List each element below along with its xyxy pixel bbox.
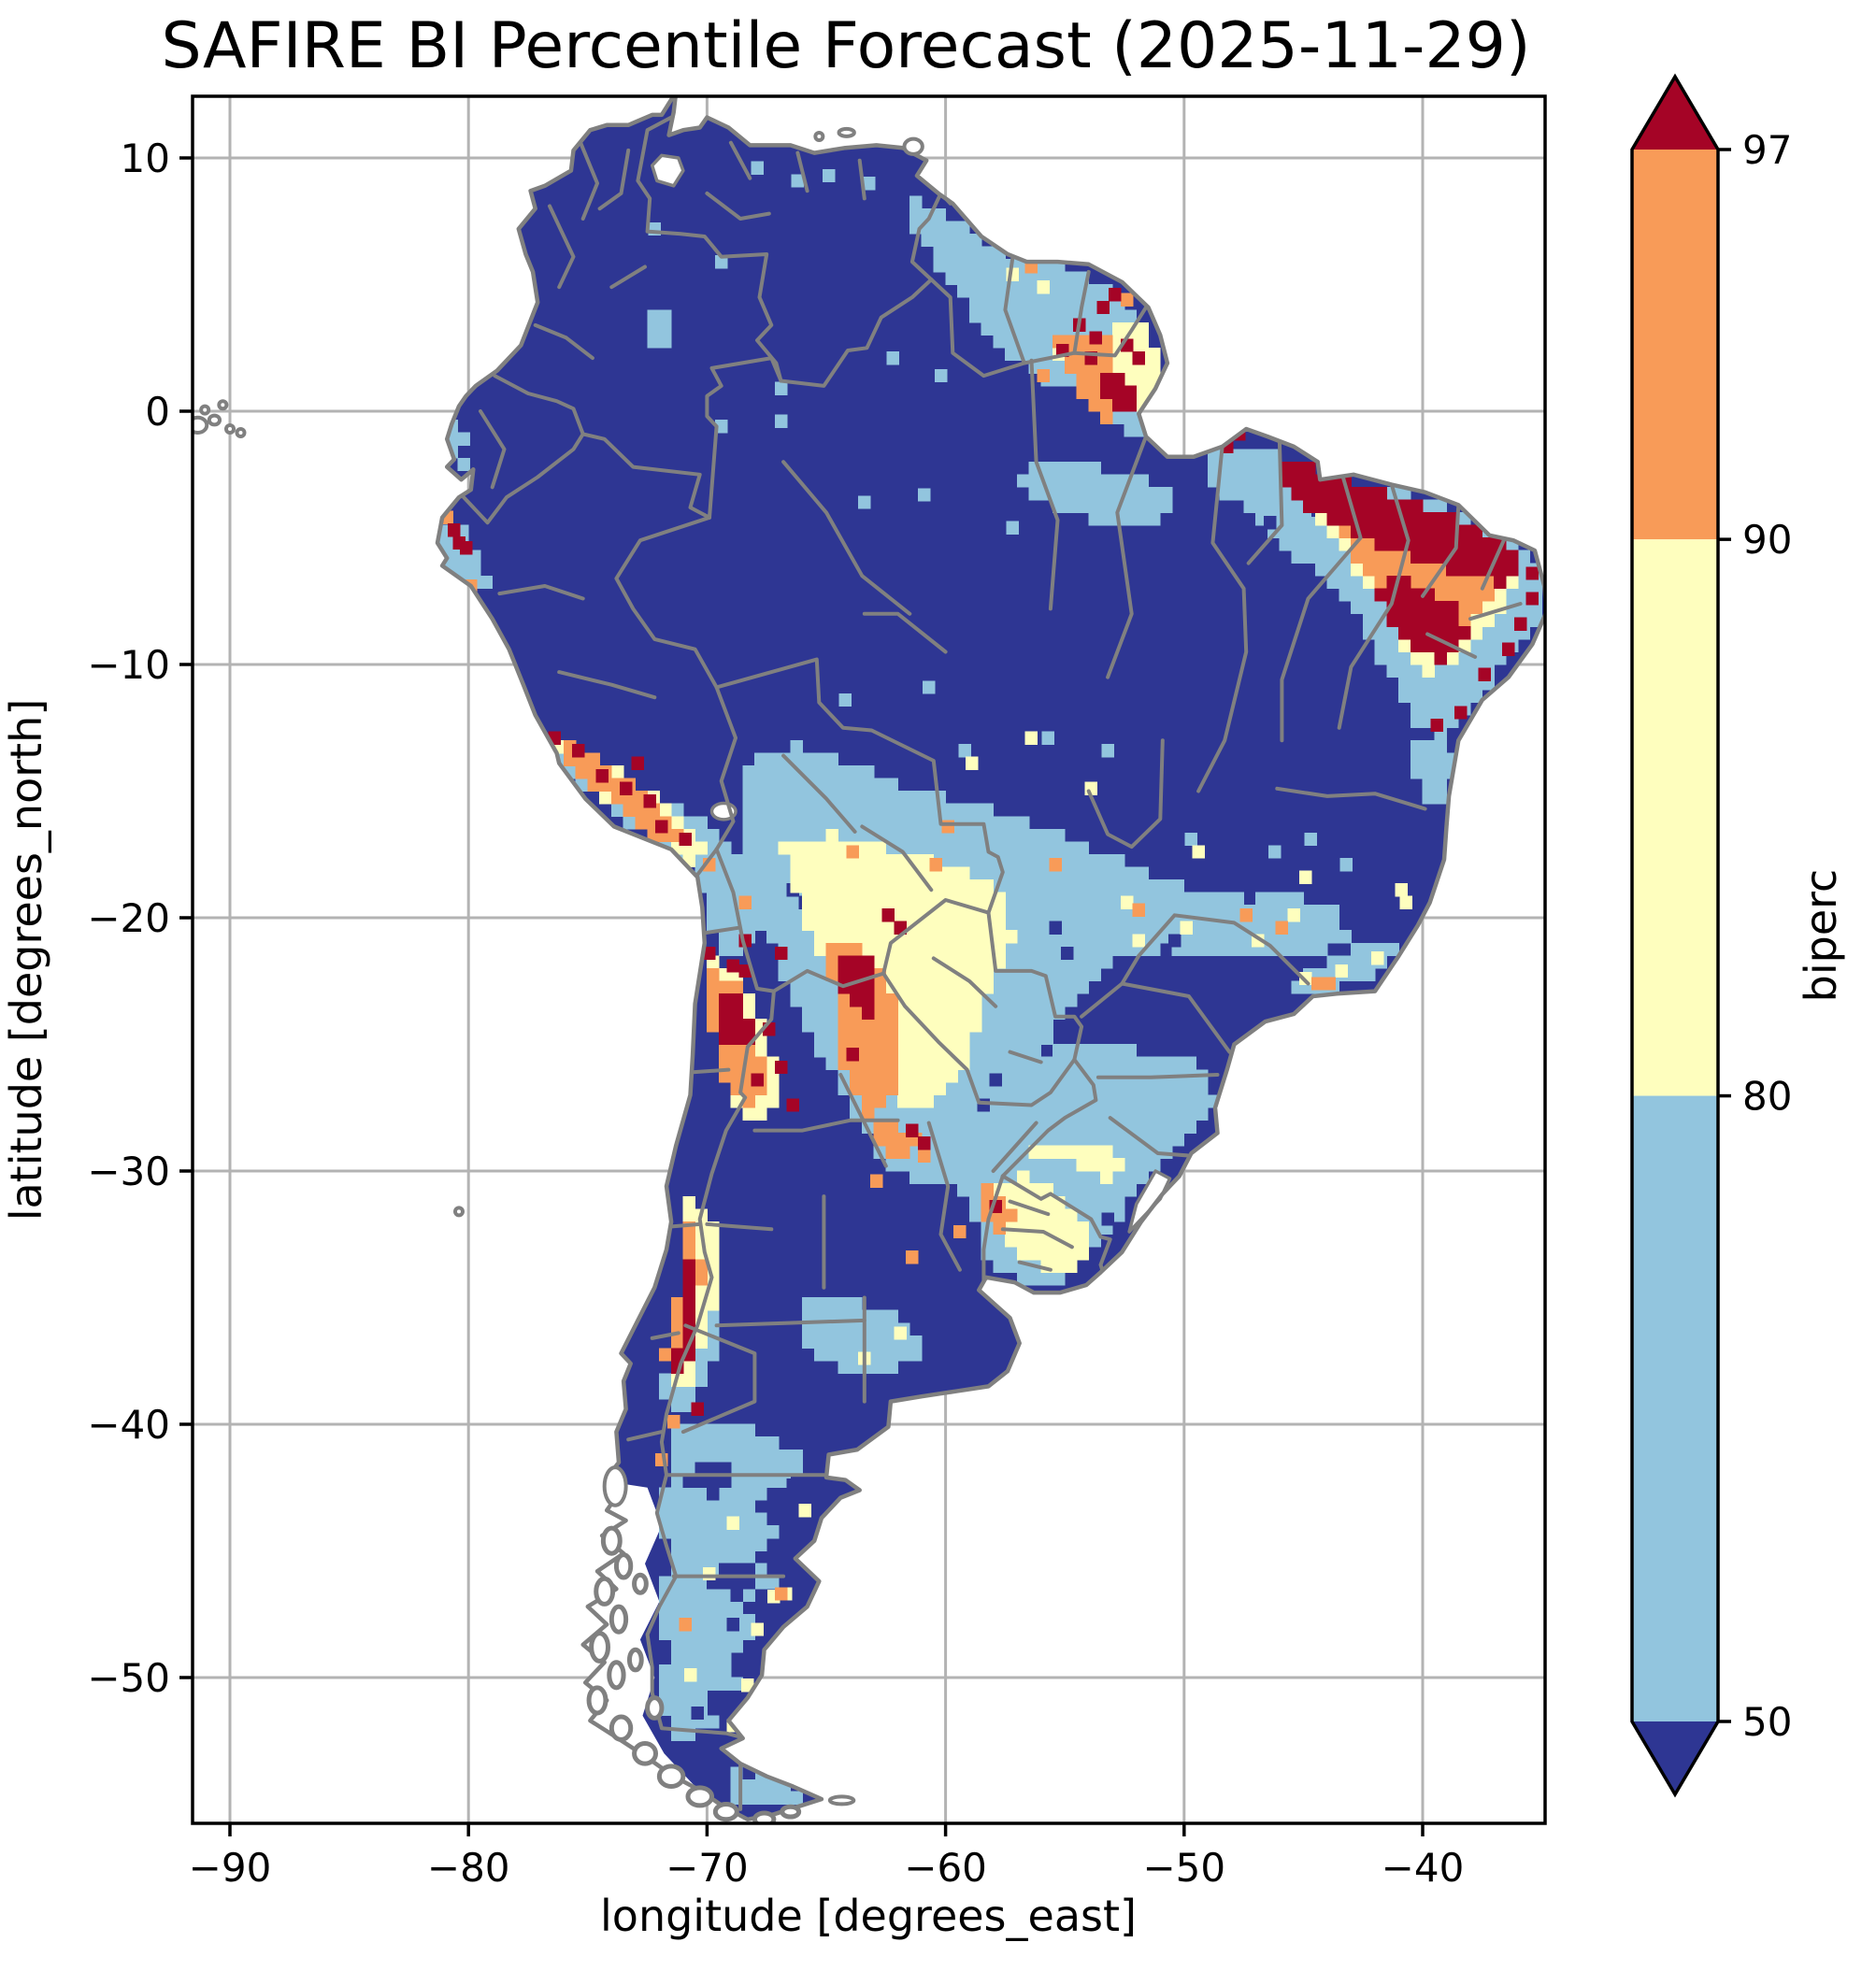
colorbar-tick-label: 50 [1742,1699,1792,1745]
y-tick-label: −50 [87,1655,170,1701]
coastline [435,96,1545,1822]
y-tick-label: 10 [121,136,170,181]
colorbar-tick-label: 80 [1742,1074,1792,1120]
y-tick-label: −10 [87,642,170,688]
y-axis-label: latitude [degrees_north] [1,699,51,1221]
plot-title: SAFIRE BI Percentile Forecast (2025-11-2… [162,9,1531,83]
x-tick-label: −80 [427,1845,510,1891]
colorbar-under-arrow [1632,1721,1718,1794]
x-tick-label: −90 [189,1845,272,1891]
colorbar-tick-label: 97 [1742,127,1792,173]
admin-borders [462,110,1523,1811]
x-axis-label: longitude [degrees_east] [600,1891,1137,1941]
y-tick-label: −40 [87,1402,170,1448]
islands [193,126,924,1823]
axis-ticks: −90 −80 −70 −60 −50 −40 10 0 −10 −20 −30 −40 −50 [87,136,1464,1891]
y-tick-label: 0 [145,389,170,435]
render-root: −90 −80 −70 −60 −50 −40 10 0 −10 −20 −30 −40 −50 97 90… [87,73,1792,1891]
y-tick-label: −20 [87,895,170,941]
colorbar-over-arrow [1632,77,1718,150]
x-tick-label: −50 [1142,1845,1225,1891]
x-tick-label: −40 [1382,1845,1465,1891]
colorbar-tick-label: 90 [1742,517,1792,563]
colorbar-label: biperc [1796,869,1846,1003]
y-tick-label: −30 [87,1149,170,1194]
map-plot-area [193,96,1545,1823]
axes-spines [191,94,1547,1825]
x-tick-label: −60 [904,1845,987,1891]
colorbar: 97 90 80 50 [1630,73,1792,1798]
x-tick-label: −70 [666,1845,749,1891]
